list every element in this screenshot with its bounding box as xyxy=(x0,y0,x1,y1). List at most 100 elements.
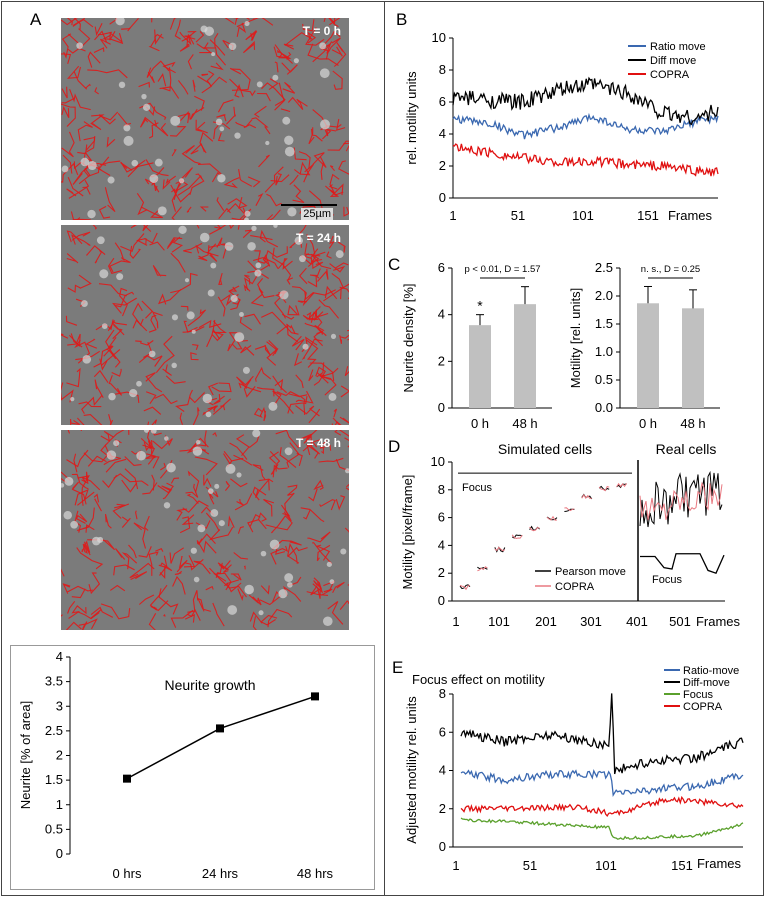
cell-body xyxy=(278,589,288,599)
neurite-trace xyxy=(217,132,225,142)
neurite-trace xyxy=(174,570,183,575)
neurite-trace xyxy=(145,455,160,469)
neurite-trace xyxy=(270,515,286,534)
cell-body xyxy=(154,158,163,167)
neurite-trace xyxy=(258,154,270,168)
neurite-trace xyxy=(298,267,308,285)
cell-body xyxy=(164,436,169,441)
neurite-trace xyxy=(140,206,163,219)
neurite-trace xyxy=(108,430,130,443)
neurite-trace xyxy=(143,439,152,452)
cell-body xyxy=(227,605,238,615)
cell-body xyxy=(113,440,120,447)
neurite-trace xyxy=(201,70,215,94)
cell-body xyxy=(247,242,256,251)
cell-body xyxy=(136,380,142,387)
neurite-trace xyxy=(209,252,218,262)
neurite-trace xyxy=(94,87,100,95)
cell-body xyxy=(320,119,330,130)
neurite-trace xyxy=(196,42,209,50)
neurite-trace xyxy=(120,161,139,178)
neurite-trace xyxy=(132,302,144,326)
neurite-trace xyxy=(66,230,83,245)
neurite-trace xyxy=(71,234,91,246)
neurite-trace xyxy=(98,156,111,176)
neurite-trace xyxy=(266,193,282,207)
neurite-trace xyxy=(94,498,102,512)
neurite-trace xyxy=(214,33,219,48)
cell-body xyxy=(225,463,236,474)
neurite-trace xyxy=(276,49,292,60)
neurite-trace xyxy=(203,474,212,487)
neurite-trace xyxy=(98,205,111,219)
neurite-trace xyxy=(303,163,314,183)
neurite-trace xyxy=(67,600,76,614)
neurite-trace xyxy=(81,395,103,414)
cell-body xyxy=(76,42,83,49)
cell-body xyxy=(150,430,157,434)
neurite-trace xyxy=(61,382,64,401)
neurite-trace xyxy=(261,311,299,335)
neurite-trace xyxy=(230,286,238,292)
neurite-trace xyxy=(254,344,271,356)
neurite-trace xyxy=(158,562,173,572)
panel-label-b: B xyxy=(396,10,408,29)
neurite-trace xyxy=(67,430,82,434)
cell-body xyxy=(215,118,223,126)
neurite-trace xyxy=(159,565,166,579)
cell-body xyxy=(217,174,226,183)
neurite-trace xyxy=(71,231,91,241)
neurite-trace xyxy=(310,585,321,599)
neurite-trace xyxy=(183,320,198,333)
neurite-trace xyxy=(124,468,139,490)
neurite-trace xyxy=(309,268,321,279)
neurite-trace xyxy=(85,524,95,533)
neurite-trace xyxy=(296,452,303,467)
neurite-trace xyxy=(253,407,263,419)
neurite-trace xyxy=(92,225,98,230)
neurite-trace xyxy=(161,485,173,500)
neurite-trace xyxy=(294,353,303,367)
neurite-trace xyxy=(299,394,308,416)
neurite-trace xyxy=(308,127,315,145)
neurite-trace xyxy=(224,18,235,25)
neurite-trace xyxy=(217,99,234,113)
cell-body xyxy=(284,135,294,145)
neurite-trace xyxy=(254,250,268,264)
neurite-trace xyxy=(264,166,284,193)
neurite-trace xyxy=(231,69,251,91)
neurite-trace xyxy=(86,245,106,256)
neurite-trace xyxy=(277,258,293,270)
neurite-trace xyxy=(159,86,180,99)
cell-body xyxy=(115,18,125,26)
cell-body xyxy=(294,236,303,245)
neurite-trace xyxy=(100,38,111,49)
neurite-trace xyxy=(311,542,333,564)
neurite-trace xyxy=(317,268,329,282)
neurite-trace xyxy=(112,328,123,340)
neurite-trace xyxy=(244,313,261,325)
neurite-trace xyxy=(78,401,102,408)
cell-body xyxy=(61,165,69,173)
cell-body xyxy=(219,126,225,132)
neurite-trace xyxy=(120,162,133,171)
neurite-trace xyxy=(299,225,307,235)
neurite-trace xyxy=(155,335,175,374)
neurite-trace xyxy=(295,374,304,389)
neurite-trace xyxy=(187,309,207,327)
neurite-trace xyxy=(229,442,248,460)
neurite-trace xyxy=(152,435,173,450)
cell-body xyxy=(319,42,327,50)
cell-body xyxy=(302,343,309,350)
neurite-trace xyxy=(148,613,157,630)
neurite-trace xyxy=(81,471,89,485)
neurite-trace xyxy=(246,18,250,21)
neurite-trace xyxy=(162,179,171,190)
neurite-trace xyxy=(100,603,131,620)
neurite-trace xyxy=(197,75,228,88)
neurite-trace xyxy=(347,584,349,586)
neurite-trace xyxy=(218,272,223,285)
neurite-trace xyxy=(129,562,155,579)
cell-body xyxy=(186,311,195,320)
neurite-trace xyxy=(61,105,70,118)
